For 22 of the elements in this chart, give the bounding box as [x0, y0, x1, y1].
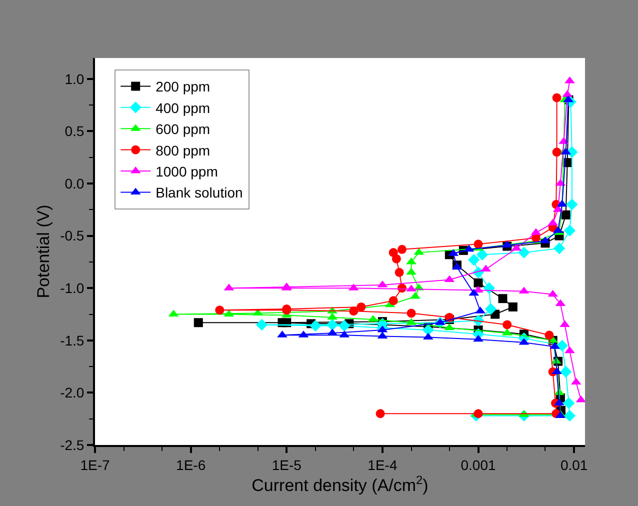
legend-label: 800 ppm	[156, 142, 210, 158]
x-tick-label: 1E-6	[176, 456, 206, 473]
x-tick-label: 0.01	[560, 456, 588, 473]
x-tick-label: 1E-7	[80, 456, 110, 473]
x-tick-label: 1E-4	[368, 456, 398, 473]
legend-label: 200 ppm	[156, 78, 210, 95]
y-tick-label: -1.0	[60, 280, 84, 296]
y-tick-label: 0.5	[64, 123, 84, 140]
y-tick-label: -2.0	[60, 384, 84, 401]
x-tick-label: 1E-5	[272, 456, 302, 473]
y-tick-label: -0.5	[60, 228, 84, 244]
y-tick-label: 1.0	[64, 70, 84, 87]
y-tick-label: -2.5	[60, 436, 84, 453]
legend-label: 600 ppm	[156, 121, 210, 138]
y-tick-label: 0.0	[64, 175, 84, 192]
legend-label: 1000 ppm	[156, 163, 218, 180]
y-tick-label: -1.5	[60, 332, 84, 348]
legend-label: Blank solution	[156, 184, 243, 201]
legend-label: 400 ppm	[156, 100, 210, 116]
x-axis-title: Current density (A/cm$^{2}$)	[252, 472, 428, 495]
y-axis-title: Potential (V)	[34, 204, 54, 298]
x-tick-label: 0.001	[460, 456, 496, 473]
